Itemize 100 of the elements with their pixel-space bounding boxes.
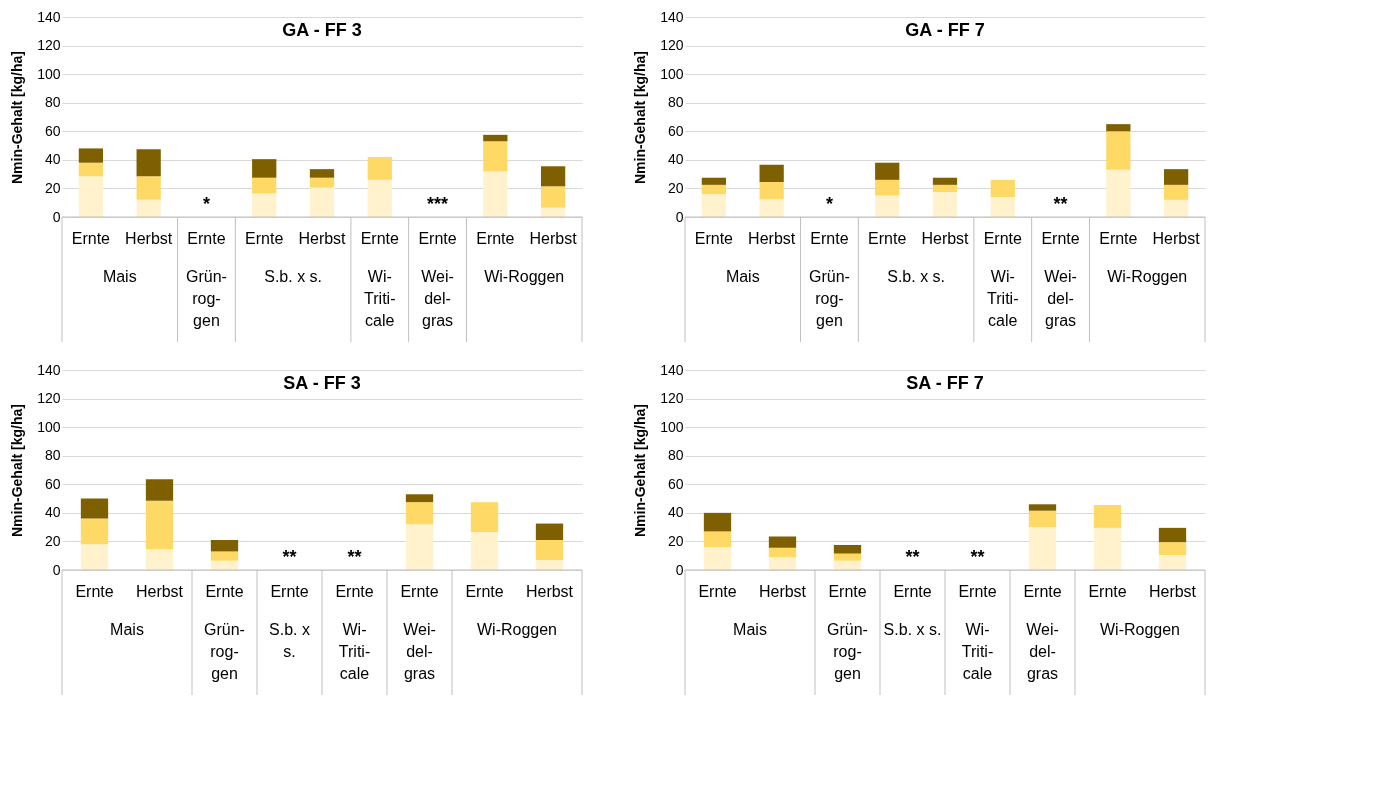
text: S.b. x s. xyxy=(883,621,942,638)
x-tick-label: Ernte xyxy=(1041,230,1080,247)
text: Mais xyxy=(110,621,144,638)
bar xyxy=(1028,510,1057,528)
bar xyxy=(252,159,277,178)
bar xyxy=(1106,169,1131,217)
y-tick-label: 100 xyxy=(660,65,684,82)
x-tick-label: Ernte xyxy=(698,583,737,600)
x-tick-label: Ernte xyxy=(187,230,226,247)
bar xyxy=(1028,527,1057,570)
x-tick-label: Ernte xyxy=(694,230,734,247)
y-tick-label: 60 xyxy=(44,475,61,492)
y-tick-label: 120 xyxy=(37,390,61,407)
text: Grün- rog- gen xyxy=(827,621,868,682)
text: Wi- Triti- cale xyxy=(338,621,371,682)
x-tick-label: Ernte xyxy=(71,230,111,247)
bar xyxy=(1158,555,1187,570)
x-tick-label: Herbst xyxy=(125,230,173,247)
x-tick-label: Ernte xyxy=(465,583,504,600)
y-tick-label: 140 xyxy=(37,361,61,378)
bar xyxy=(932,177,958,185)
bar xyxy=(875,162,900,180)
chart-title: SA - FF 3 xyxy=(283,373,361,393)
bar xyxy=(1106,131,1131,170)
bar xyxy=(1163,169,1189,185)
bar xyxy=(367,157,392,180)
y-tick-label: 20 xyxy=(667,179,684,196)
bar xyxy=(540,186,566,208)
x-tick-label: Ernte xyxy=(868,230,907,247)
text: ** xyxy=(970,547,985,567)
text: Grün- rog- gen xyxy=(808,268,850,329)
x-tick-label: Ernte xyxy=(810,230,849,247)
bar xyxy=(405,494,434,503)
bar xyxy=(768,536,797,548)
text: ** xyxy=(282,547,297,567)
y-tick-label: 140 xyxy=(660,361,684,378)
bar xyxy=(768,547,797,558)
text: *** xyxy=(427,194,449,214)
y-tick-label: 100 xyxy=(37,418,61,435)
bar xyxy=(136,199,161,217)
bar xyxy=(703,531,732,548)
bar xyxy=(1158,527,1187,543)
y-tick-label: 0 xyxy=(52,561,61,578)
y-tick-label: 60 xyxy=(667,475,684,492)
y-tick-label: 80 xyxy=(44,94,61,111)
bar xyxy=(759,164,784,182)
bar xyxy=(405,502,434,525)
bar xyxy=(252,177,277,194)
text: Wei- del- gras xyxy=(1044,268,1077,329)
bar xyxy=(136,176,161,200)
text: Wi- Triti- cale xyxy=(364,268,396,329)
bar xyxy=(833,553,862,561)
y-tick-label: 80 xyxy=(44,447,61,464)
bar xyxy=(309,177,335,188)
x-tick-label: Herbst xyxy=(529,230,578,247)
x-tick-label: Herbst xyxy=(758,583,807,600)
y-tick-label: 40 xyxy=(667,504,684,521)
bar xyxy=(483,141,508,172)
x-tick-label: Ernte xyxy=(893,583,932,600)
x-tick-label: Ernte xyxy=(205,583,244,600)
y-axis-title: Nmin-Gehalt [kg/ha] xyxy=(632,50,649,185)
y-tick-label: 120 xyxy=(37,37,61,54)
text: Mais xyxy=(733,621,767,638)
y-tick-label: 140 xyxy=(660,8,684,25)
x-tick-label: Ernte xyxy=(1099,230,1138,247)
y-tick-label: 40 xyxy=(44,504,61,521)
bar xyxy=(833,545,862,554)
y-tick-label: 60 xyxy=(44,122,61,139)
y-axis-title: Nmin-Gehalt [kg/ha] xyxy=(9,403,26,538)
bar xyxy=(1158,542,1187,555)
x-tick-label: Ernte xyxy=(828,583,867,600)
bar xyxy=(470,502,499,533)
bar xyxy=(470,532,499,570)
x-tick-label: Ernte xyxy=(958,583,997,600)
y-tick-label: 80 xyxy=(667,94,684,111)
x-tick-label: Ernte xyxy=(75,583,114,600)
y-tick-label: 120 xyxy=(660,37,684,54)
text: Wi-Roggen xyxy=(1107,268,1188,285)
text: * xyxy=(202,194,210,214)
text: Wei- del- gras xyxy=(403,621,436,682)
text: S.b. x s. xyxy=(887,268,946,285)
bar xyxy=(1093,505,1122,528)
text: * xyxy=(825,194,833,214)
chart-title: GA - FF 7 xyxy=(905,20,985,40)
x-tick-label: Ernte xyxy=(245,230,284,247)
x-tick-label: Ernte xyxy=(476,230,515,247)
bar xyxy=(78,148,104,163)
text: Wi- Triti- cale xyxy=(961,621,994,682)
bar xyxy=(210,551,239,561)
bar xyxy=(1163,199,1189,217)
bar xyxy=(701,194,727,217)
bar xyxy=(703,547,732,570)
bar xyxy=(309,187,335,217)
x-tick-label: Ernte xyxy=(335,583,374,600)
bar xyxy=(78,162,104,177)
bar xyxy=(990,179,1015,197)
bar xyxy=(990,197,1015,217)
bar xyxy=(145,500,174,550)
y-tick-label: 60 xyxy=(667,122,684,139)
bar xyxy=(703,512,732,532)
